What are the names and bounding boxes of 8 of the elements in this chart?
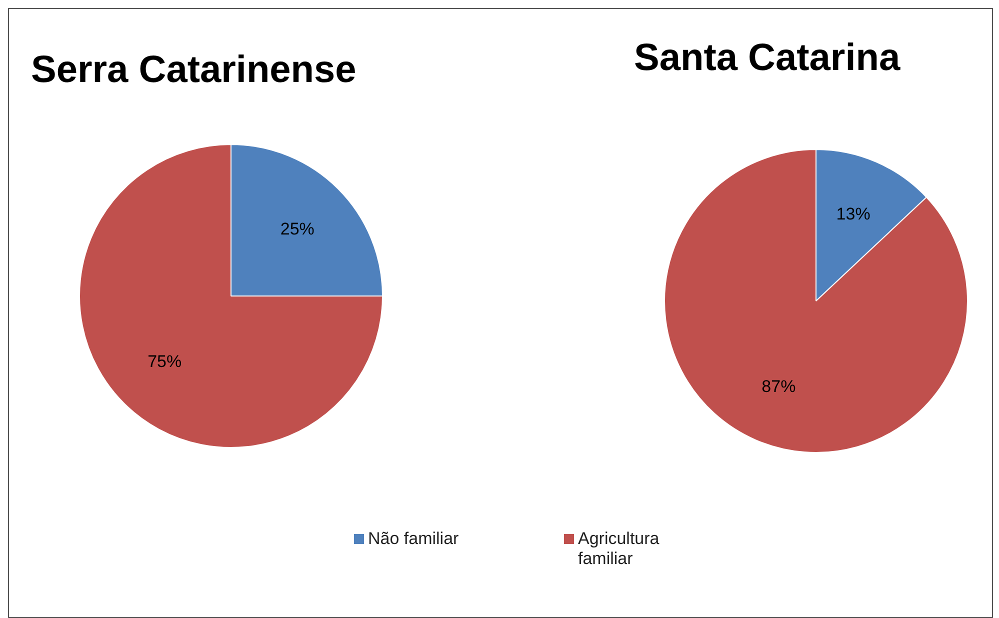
chart-title: Santa Catarina bbox=[634, 37, 900, 80]
data-label: 13% bbox=[836, 204, 870, 224]
data-label: 75% bbox=[148, 352, 182, 372]
data-label: 25% bbox=[280, 219, 314, 238]
legend-label: Agricultura familiar bbox=[578, 529, 660, 569]
legend-label: Não familiar bbox=[368, 529, 459, 549]
chart-title: Serra Catarinense bbox=[31, 49, 356, 92]
data-label: 87% bbox=[762, 376, 796, 396]
